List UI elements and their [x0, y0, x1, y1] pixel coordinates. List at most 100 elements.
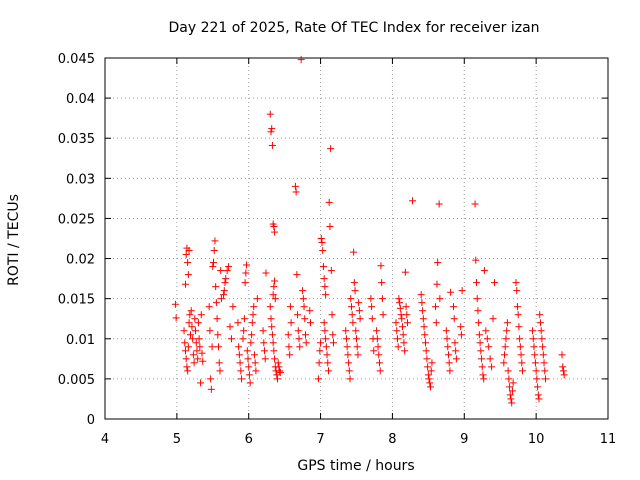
axis-ticks [104, 57, 609, 420]
data-point [324, 359, 332, 367]
data-point [368, 303, 376, 311]
data-point [270, 347, 278, 355]
data-point [501, 343, 509, 351]
data-point [182, 355, 190, 363]
grid-lines [105, 58, 608, 419]
data-point [299, 287, 307, 295]
data-point [348, 311, 356, 319]
data-point [503, 327, 511, 335]
data-point [197, 311, 205, 319]
data-point [345, 367, 353, 375]
data-point [343, 343, 351, 351]
data-point [186, 311, 194, 319]
data-point [376, 367, 384, 375]
data-point [327, 145, 335, 153]
data-point [292, 188, 300, 196]
data-point [323, 351, 331, 359]
data-point [221, 279, 229, 287]
data-point [444, 343, 452, 351]
data-point [512, 279, 520, 287]
data-point [253, 295, 261, 303]
data-point [342, 327, 350, 335]
data-point [400, 339, 408, 347]
data-point [401, 268, 409, 276]
data-point [184, 367, 192, 375]
data-point [374, 343, 382, 351]
data-point [367, 295, 375, 303]
data-point [328, 311, 336, 319]
data-point [428, 359, 436, 367]
y-tick-label: 0.045 [58, 52, 95, 67]
data-point [214, 331, 222, 339]
data-point [330, 339, 338, 347]
data-point [267, 128, 275, 136]
data-point [485, 343, 493, 351]
y-tick-label: 0.025 [58, 212, 95, 227]
data-point [354, 351, 362, 359]
data-point [287, 319, 295, 327]
data-point [248, 319, 256, 327]
data-point [350, 248, 358, 256]
data-point [301, 331, 309, 339]
data-point [446, 367, 454, 375]
data-point [534, 383, 542, 391]
data-point [321, 283, 329, 291]
data-point [538, 335, 546, 343]
data-point [276, 368, 284, 376]
data-point [513, 287, 521, 295]
data-point [488, 363, 496, 371]
data-point [239, 335, 247, 343]
data-point [248, 331, 256, 339]
data-point [420, 323, 428, 331]
data-point [217, 295, 225, 303]
data-point [426, 379, 434, 387]
data-point [532, 367, 540, 375]
data-point [477, 347, 485, 355]
data-point [559, 367, 567, 375]
data-point [478, 363, 486, 371]
data-point [506, 391, 514, 399]
data-point [355, 307, 363, 315]
data-point [320, 319, 328, 327]
data-point [539, 343, 547, 351]
data-point [399, 331, 407, 339]
data-point [537, 327, 545, 335]
data-point [273, 375, 281, 383]
data-point [217, 267, 225, 275]
x-tick-label: 4 [101, 432, 109, 447]
data-point [196, 343, 204, 351]
data-point [321, 327, 329, 335]
data-point [531, 351, 539, 359]
data-point [212, 283, 220, 291]
data-point [529, 335, 537, 343]
data-point [444, 351, 452, 359]
data-point [474, 307, 482, 315]
data-point [486, 355, 494, 363]
x-tick-label: 9 [460, 432, 468, 447]
y-tick-label: 0.015 [58, 293, 95, 308]
data-point [393, 335, 401, 343]
data-point [478, 355, 486, 363]
data-point [199, 357, 207, 365]
data-point [215, 343, 223, 351]
data-point [504, 367, 512, 375]
data-point [422, 347, 430, 355]
data-point [427, 383, 435, 391]
data-point [192, 339, 200, 347]
data-point [472, 256, 480, 264]
data-point [540, 359, 548, 367]
y-tick-label: 0 [87, 413, 95, 428]
data-point [471, 200, 479, 208]
data-point [271, 228, 279, 236]
data-point [207, 375, 215, 383]
data-point [517, 351, 525, 359]
data-point [450, 303, 458, 311]
data-point [559, 363, 567, 371]
data-point [261, 355, 269, 363]
data-point [392, 319, 400, 327]
data-point [285, 343, 293, 351]
data-point [423, 355, 431, 363]
data-point [238, 375, 246, 383]
data-point [294, 327, 302, 335]
data-point [326, 222, 334, 230]
